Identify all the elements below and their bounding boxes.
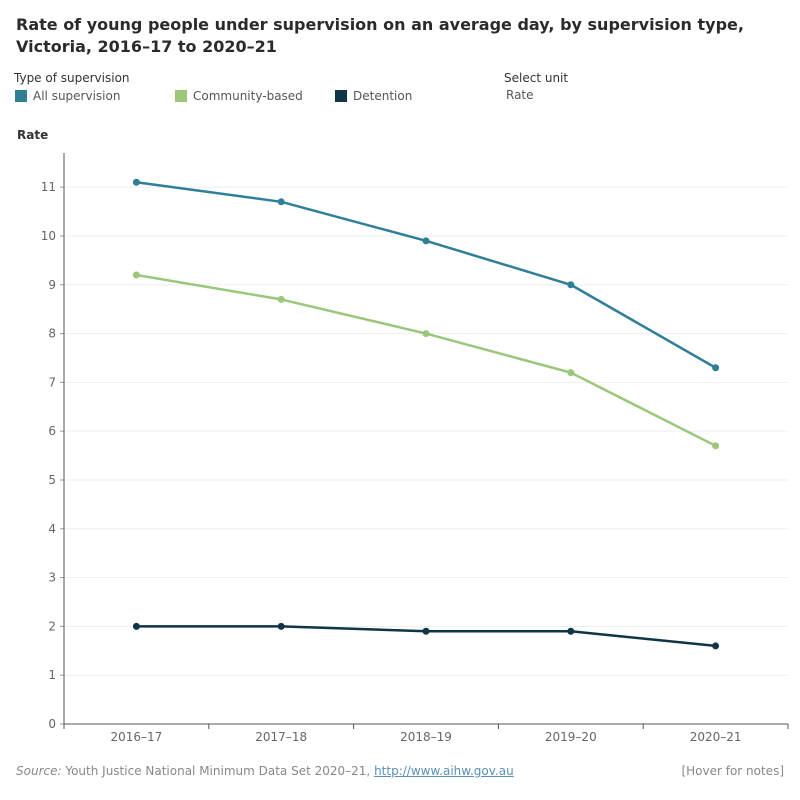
series-line-community-based <box>136 273 717 447</box>
x-tick-label-3: 2019–20 <box>545 730 597 744</box>
y-tick-label-1: 1 <box>48 668 56 682</box>
series-line-all-supervision <box>136 181 717 369</box>
hover-notes[interactable]: [Hover for notes] <box>681 764 784 778</box>
chart-title: Rate of young people under supervision o… <box>16 15 744 56</box>
y-tick-label-0: 0 <box>48 717 56 731</box>
data-point-all-supervision-1[interactable] <box>277 198 285 206</box>
data-point-community-based-3[interactable] <box>567 369 575 377</box>
legend-label-community-based: Community-based <box>193 89 303 103</box>
data-point-detention-4[interactable] <box>712 642 720 650</box>
unit-selector-heading: Select unit <box>504 71 569 85</box>
x-tick-label-4: 2020–21 <box>690 730 742 744</box>
data-point-all-supervision-0[interactable] <box>132 178 140 186</box>
source-note: Source: Youth Justice National Minimum D… <box>16 764 514 778</box>
legend-item-detention[interactable]: Detention <box>335 89 412 103</box>
y-tick-label-4: 4 <box>48 522 56 536</box>
y-tick-label-11: 11 <box>41 180 56 194</box>
legend-swatch-detention <box>335 90 347 102</box>
data-point-detention-3[interactable] <box>567 627 575 635</box>
unit-selector-value[interactable]: Rate <box>506 88 534 102</box>
y-tick-label-2: 2 <box>48 619 56 633</box>
y-tick-label-7: 7 <box>48 375 56 389</box>
data-point-detention-0[interactable] <box>132 622 140 630</box>
line-chart: 0 1 2 3 4 5 6 7 8 9 10 11 2016–17 2017–18 2018–19 2019–… <box>41 153 789 744</box>
legend-item-all-supervision[interactable]: All supervision <box>15 89 120 103</box>
legend-label-all-supervision: All supervision <box>33 89 121 103</box>
data-point-community-based-2[interactable] <box>422 330 430 338</box>
y-tick-label-6: 6 <box>48 424 56 438</box>
legend-swatch-community-based <box>175 90 187 102</box>
y-tick-label-3: 3 <box>48 571 56 585</box>
data-point-community-based-4[interactable] <box>712 442 720 450</box>
x-tick-label-1: 2017–18 <box>255 730 307 744</box>
data-point-all-supervision-4[interactable] <box>712 364 720 372</box>
data-point-detention-2[interactable] <box>422 627 430 635</box>
legend-swatch-all-supervision <box>15 90 27 102</box>
data-point-detention-1[interactable] <box>277 622 285 630</box>
y-tick-label-8: 8 <box>48 327 56 341</box>
y-tick-label-5: 5 <box>48 473 56 487</box>
legend-item-community-based[interactable]: Community-based <box>175 89 303 103</box>
x-tick-label-0: 2016–17 <box>110 730 162 744</box>
data-point-community-based-0[interactable] <box>132 271 140 279</box>
y-tick-label-9: 9 <box>48 278 56 292</box>
data-point-community-based-1[interactable] <box>277 295 285 303</box>
source-label: Source: <box>16 764 62 778</box>
legend-label-detention: Detention <box>353 89 413 103</box>
y-axis-label: Rate <box>17 128 49 142</box>
x-tick-label-2: 2018–19 <box>400 730 452 744</box>
y-tick-label-10: 10 <box>41 229 56 243</box>
data-point-all-supervision-3[interactable] <box>567 281 575 289</box>
source-link[interactable]: http://www.aihw.gov.au <box>374 764 514 778</box>
legend-heading: Type of supervision <box>14 71 130 85</box>
source-text: Youth Justice National Minimum Data Set … <box>61 764 375 778</box>
data-point-all-supervision-2[interactable] <box>422 237 430 245</box>
